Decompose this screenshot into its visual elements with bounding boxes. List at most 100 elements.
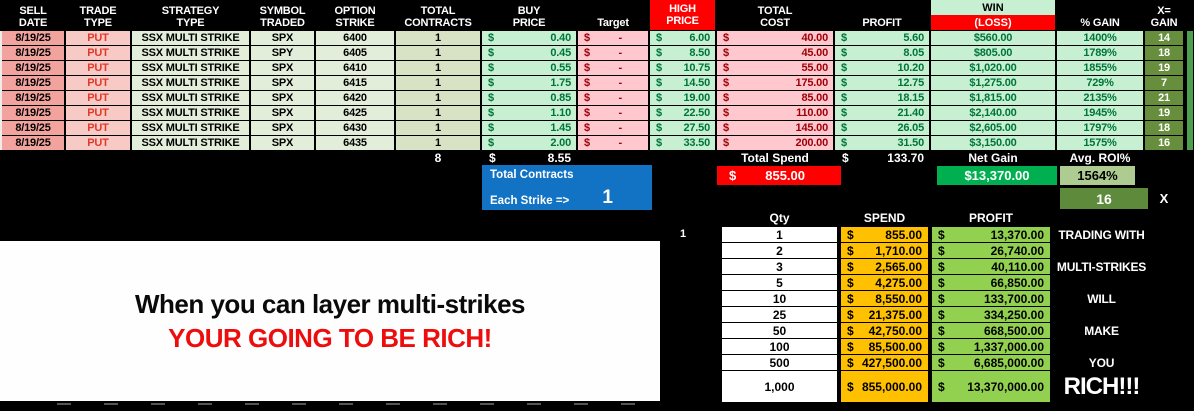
scale-spend-cell[interactable]: $85,500.00 xyxy=(841,339,928,354)
cell-buy-price[interactable]: $1.10 xyxy=(482,106,576,120)
cell-high-price[interactable]: $19.00 xyxy=(650,91,715,105)
cell-strategy-type[interactable]: SSX MULTI STRIKE xyxy=(132,46,249,60)
cell-buy-price[interactable]: $0.40 xyxy=(482,31,576,45)
cell-trade-type[interactable]: PUT xyxy=(66,46,130,60)
cell-buy-price[interactable]: $2.00 xyxy=(482,136,576,150)
cell-strategy-type[interactable]: SSX MULTI STRIKE xyxy=(132,121,249,135)
cell-win-loss[interactable]: $3,150.00 xyxy=(931,136,1055,150)
total-spend-cell[interactable]: $ 855.00 xyxy=(717,166,841,185)
cell-target[interactable]: $ - xyxy=(578,121,648,135)
cell-total-cost[interactable]: $55.00 xyxy=(717,61,833,75)
total-contracts-box[interactable]: Total Contracts Each Strike => 1 xyxy=(482,165,652,210)
scale-spend-cell[interactable]: $427,500.00 xyxy=(841,355,928,370)
cell-strategy-type[interactable]: SSX MULTI STRIKE xyxy=(132,136,249,150)
scale-spend-cell[interactable]: $8,550.00 xyxy=(841,291,928,306)
cell-total-cost[interactable]: $175.00 xyxy=(717,76,833,90)
scale-profit-cell[interactable]: $133,700.00 xyxy=(932,291,1050,306)
cell-total-contracts[interactable]: 1 xyxy=(396,76,480,90)
cell-x-gain[interactable]: 14 xyxy=(1145,31,1183,45)
cell-win-loss[interactable]: $1,275.00 xyxy=(931,76,1055,90)
col-header-strategy-type[interactable]: STRATEGY TYPE xyxy=(161,5,220,29)
cell-option-strike[interactable]: 6400 xyxy=(316,31,394,45)
cell-option-strike[interactable]: 6405 xyxy=(316,46,394,60)
cell-x-gain[interactable]: 19 xyxy=(1145,61,1183,75)
cell-x-gain[interactable]: 19 xyxy=(1145,106,1183,120)
cell-profit[interactable]: $12.75 xyxy=(835,76,929,90)
cell-profit[interactable]: $26.05 xyxy=(835,121,929,135)
scale-spend-cell[interactable]: $855,000.00 xyxy=(841,371,928,402)
cell-target[interactable]: $ - xyxy=(578,91,648,105)
cell-option-strike[interactable]: 6410 xyxy=(316,61,394,75)
scale-qty-cell[interactable]: 1,000 xyxy=(722,371,837,402)
cell-strategy-type[interactable]: SSX MULTI STRIKE xyxy=(132,106,249,120)
cell-high-price[interactable]: $33.50 xyxy=(650,136,715,150)
col-header-pct-gain[interactable]: % GAIN xyxy=(1080,17,1120,29)
scale-qty-cell[interactable]: 500 xyxy=(722,355,837,370)
cell-buy-price[interactable]: $1.45 xyxy=(482,121,576,135)
cell-sell-date[interactable]: 8/19/25 xyxy=(2,121,64,135)
cell-symbol-traded[interactable]: SPX xyxy=(251,61,314,75)
scale-profit-cell[interactable]: $1,337,000.00 xyxy=(932,339,1050,354)
scale-qty-cell[interactable]: 25 xyxy=(722,307,837,322)
cell-total-contracts[interactable]: 1 xyxy=(396,91,480,105)
cell-option-strike[interactable]: 6415 xyxy=(316,76,394,90)
cell-symbol-traded[interactable]: SPX xyxy=(251,121,314,135)
cell-total-contracts[interactable]: 1 xyxy=(396,121,480,135)
scale-spend-cell[interactable]: $42,750.00 xyxy=(841,323,928,338)
cell-total-cost[interactable]: $145.00 xyxy=(717,121,833,135)
cell-win-loss[interactable]: $560.00 xyxy=(931,31,1055,45)
scale-spend-cell[interactable]: $21,375.00 xyxy=(841,307,928,322)
scale-qty-cell[interactable]: 10 xyxy=(722,291,837,306)
col-header-high-price[interactable]: HIGH PRICE xyxy=(650,0,715,30)
cell-symbol-traded[interactable]: SPX xyxy=(251,91,314,105)
cell-total-cost[interactable]: $110.00 xyxy=(717,106,833,120)
scale-qty-cell[interactable]: 3 xyxy=(722,259,837,274)
cell-symbol-traded[interactable]: SPX xyxy=(251,76,314,90)
totals-profit[interactable]: $ 133.70 xyxy=(835,151,929,165)
col-header-profit[interactable]: PROFIT xyxy=(862,17,902,29)
scale-qty-cell[interactable]: 2 xyxy=(722,243,837,258)
scale-qty-cell[interactable]: 1 xyxy=(722,227,837,242)
scale-spend-cell[interactable]: $855.00 xyxy=(841,227,928,242)
scale-profit-cell[interactable]: $13,370,000.00 xyxy=(932,371,1050,402)
col-header-win-loss[interactable]: WIN (LOSS) xyxy=(931,0,1055,30)
cell-high-price[interactable]: $6.00 xyxy=(650,31,715,45)
cell-pct-gain[interactable]: 1797% xyxy=(1057,121,1143,135)
cell-total-cost[interactable]: $200.00 xyxy=(717,136,833,150)
col-header-x-gain[interactable]: X= GAIN xyxy=(1150,5,1178,29)
cell-x-gain[interactable]: 21 xyxy=(1145,91,1183,105)
cell-trade-type[interactable]: PUT xyxy=(66,136,130,150)
cell-pct-gain[interactable]: 1945% xyxy=(1057,106,1143,120)
cell-option-strike[interactable]: 6430 xyxy=(316,121,394,135)
each-strike-value[interactable]: 1 xyxy=(602,187,613,208)
scale-qty-cell[interactable]: 50 xyxy=(722,323,837,338)
cell-total-contracts[interactable]: 1 xyxy=(396,61,480,75)
cell-option-strike[interactable]: 6420 xyxy=(316,91,394,105)
cell-pct-gain[interactable]: 1855% xyxy=(1057,61,1143,75)
scale-qty-cell[interactable]: 100 xyxy=(722,339,837,354)
col-header-buy-price[interactable]: BUY PRICE xyxy=(512,5,546,29)
cell-target[interactable]: $ - xyxy=(578,46,648,60)
cell-profit[interactable]: $8.05 xyxy=(835,46,929,60)
cell-x-gain[interactable]: 7 xyxy=(1145,76,1183,90)
cell-pct-gain[interactable]: 1575% xyxy=(1057,136,1143,150)
cell-symbol-traded[interactable]: SPX xyxy=(251,136,314,150)
cell-high-price[interactable]: $14.50 xyxy=(650,76,715,90)
cell-win-loss[interactable]: $2,140.00 xyxy=(931,106,1055,120)
cell-total-contracts[interactable]: 1 xyxy=(396,31,480,45)
cell-sell-date[interactable]: 8/19/25 xyxy=(2,106,64,120)
cell-profit[interactable]: $21.40 xyxy=(835,106,929,120)
cell-total-contracts[interactable]: 1 xyxy=(396,106,480,120)
cell-pct-gain[interactable]: 2135% xyxy=(1057,91,1143,105)
totals-buy-price[interactable]: $ 8.55 xyxy=(482,151,576,165)
cell-sell-date[interactable]: 8/19/25 xyxy=(2,91,64,105)
cell-strategy-type[interactable]: SSX MULTI STRIKE xyxy=(132,76,249,90)
cell-trade-type[interactable]: PUT xyxy=(66,106,130,120)
cell-win-loss[interactable]: $1,020.00 xyxy=(931,61,1055,75)
cell-strategy-type[interactable]: SSX MULTI STRIKE xyxy=(132,61,249,75)
scale-spend-cell[interactable]: $1,710.00 xyxy=(841,243,928,258)
col-header-total-contracts[interactable]: TOTAL CONTRACTS xyxy=(404,5,472,29)
cell-trade-type[interactable]: PUT xyxy=(66,76,130,90)
cell-pct-gain[interactable]: 729% xyxy=(1057,76,1143,90)
col-header-target[interactable]: Target xyxy=(597,17,629,29)
